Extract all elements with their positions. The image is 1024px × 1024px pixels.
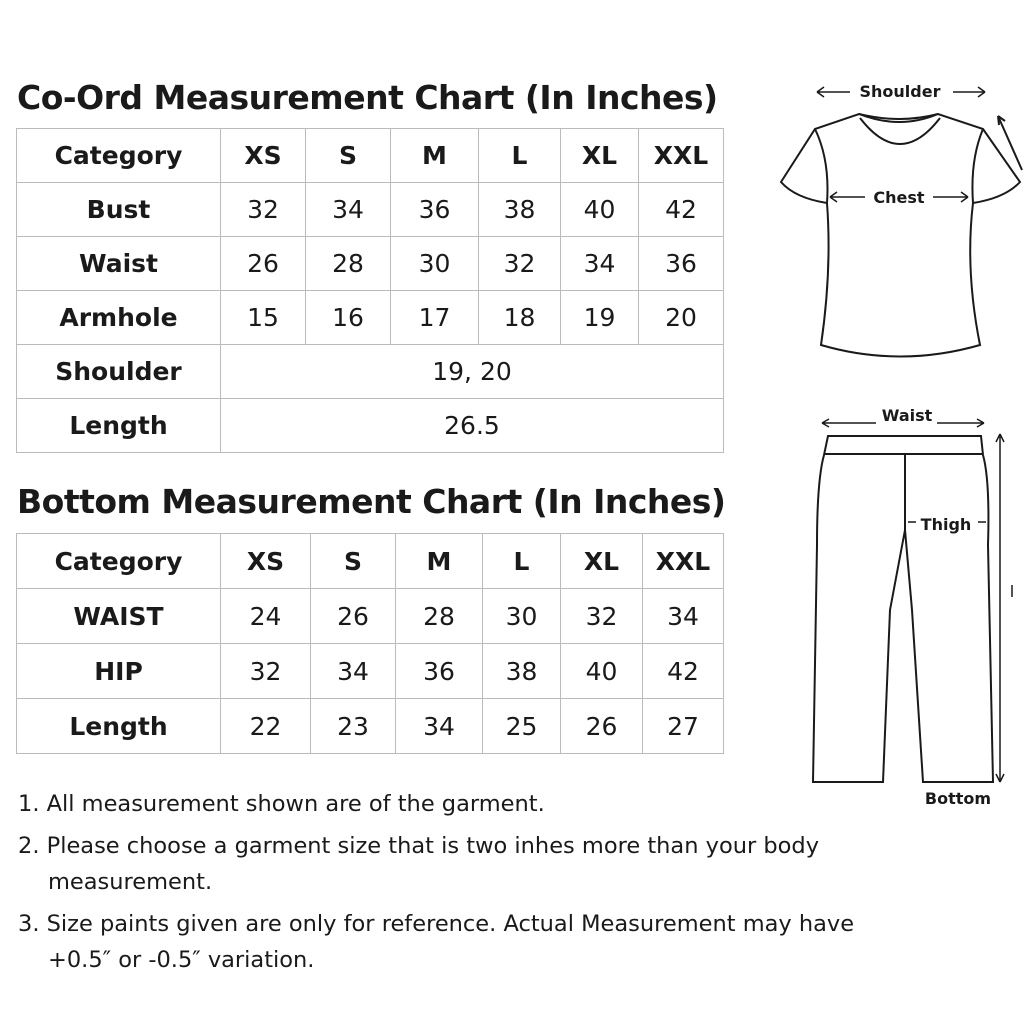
table-row: Armhole 15 16 17 18 19 20	[16, 290, 724, 345]
table-row: WAIST 24 26 28 30 32 34	[16, 588, 724, 644]
header-cell: XXL	[638, 128, 724, 183]
cell: 17	[390, 290, 479, 345]
table-header-row: Category XS S M L XL XXL	[16, 533, 724, 589]
cell: 19, 20	[220, 344, 724, 399]
header-cell: M	[390, 128, 479, 183]
length-arrow-icon	[995, 433, 1013, 783]
row-label: Length	[16, 698, 221, 754]
header-cell: M	[395, 533, 483, 589]
cell: 26.5	[220, 398, 724, 453]
note-item: 3. Size paints given are only for refere…	[18, 911, 855, 973]
row-label: WAIST	[16, 588, 221, 644]
cell: 42	[642, 643, 724, 699]
cell: 32	[220, 643, 311, 699]
coord-chart-title: Co-Ord Measurement Chart (In Inches)	[17, 78, 718, 117]
cell: 38	[478, 182, 561, 237]
cell: 34	[560, 236, 639, 291]
cell: 36	[390, 182, 479, 237]
note-item: 2. Please choose a garment size that is …	[18, 833, 820, 895]
tshirt-illustration	[779, 112, 1023, 358]
header-cell: L	[478, 128, 561, 183]
diagram-label-shoulder: Shoulder	[860, 82, 941, 101]
cell: 40	[560, 182, 639, 237]
row-label: Waist	[16, 236, 221, 291]
cell: 26	[220, 236, 306, 291]
header-cell: XXL	[642, 533, 724, 589]
cell: 15	[220, 290, 306, 345]
waist-arrow-icon	[821, 418, 985, 428]
cell: 19	[560, 290, 639, 345]
row-label: Shoulder	[16, 344, 221, 399]
table-row: Length 26.5	[16, 398, 724, 453]
notes-list: 1. All measurement shown are of the garm…	[18, 786, 908, 984]
coord-table: Category XS S M L XL XXL Bust 32 34 36 38 40 42 Wais…	[16, 128, 724, 453]
cell: 40	[560, 643, 643, 699]
shoulder-arrow-icon	[816, 86, 986, 98]
cell: 22	[220, 698, 311, 754]
cell: 34	[395, 698, 483, 754]
row-label: Length	[16, 398, 221, 453]
cell: 26	[560, 698, 643, 754]
diagram-label-thigh: Thigh	[921, 515, 972, 534]
cell: 36	[638, 236, 724, 291]
diagram-label-bottom: Bottom	[925, 789, 991, 808]
table-row: Length 22 23 34 25 26 27	[16, 698, 724, 754]
row-label: HIP	[16, 643, 221, 699]
table-row: Waist 26 28 30 32 34 36	[16, 236, 724, 291]
diagram-label-chest: Chest	[873, 188, 925, 207]
header-cell: XS	[220, 533, 311, 589]
header-cell: L	[482, 533, 561, 589]
cell: 23	[310, 698, 396, 754]
header-cell: Category	[16, 533, 221, 589]
header-cell: S	[305, 128, 391, 183]
cell: 20	[638, 290, 724, 345]
cell: 27	[642, 698, 724, 754]
cell: 25	[482, 698, 561, 754]
row-label: Bust	[16, 182, 221, 237]
note-item: 1. All measurement shown are of the garm…	[18, 791, 545, 817]
cell: 32	[560, 588, 643, 644]
bottom-chart-title: Bottom Measurement Chart (In Inches)	[17, 482, 726, 521]
chest-arrow-icon	[829, 191, 969, 203]
header-cell: XL	[560, 533, 643, 589]
cell: 30	[482, 588, 561, 644]
table-row: HIP 32 34 36 38 40 42	[16, 643, 724, 699]
bottom-table: Category XS S M L XL XXL WAIST 24 26 28 30 32 34 HIP…	[16, 533, 724, 754]
diagram-label-waist: Waist	[882, 406, 933, 425]
cell: 36	[395, 643, 483, 699]
table-row: Shoulder 19, 20	[16, 344, 724, 399]
cell: 38	[482, 643, 561, 699]
table-row: Bust 32 34 36 38 40 42	[16, 182, 724, 237]
cell: 34	[642, 588, 724, 644]
pants-illustration	[811, 435, 995, 783]
cell: 32	[478, 236, 561, 291]
row-label: Armhole	[16, 290, 221, 345]
cell: 30	[390, 236, 479, 291]
